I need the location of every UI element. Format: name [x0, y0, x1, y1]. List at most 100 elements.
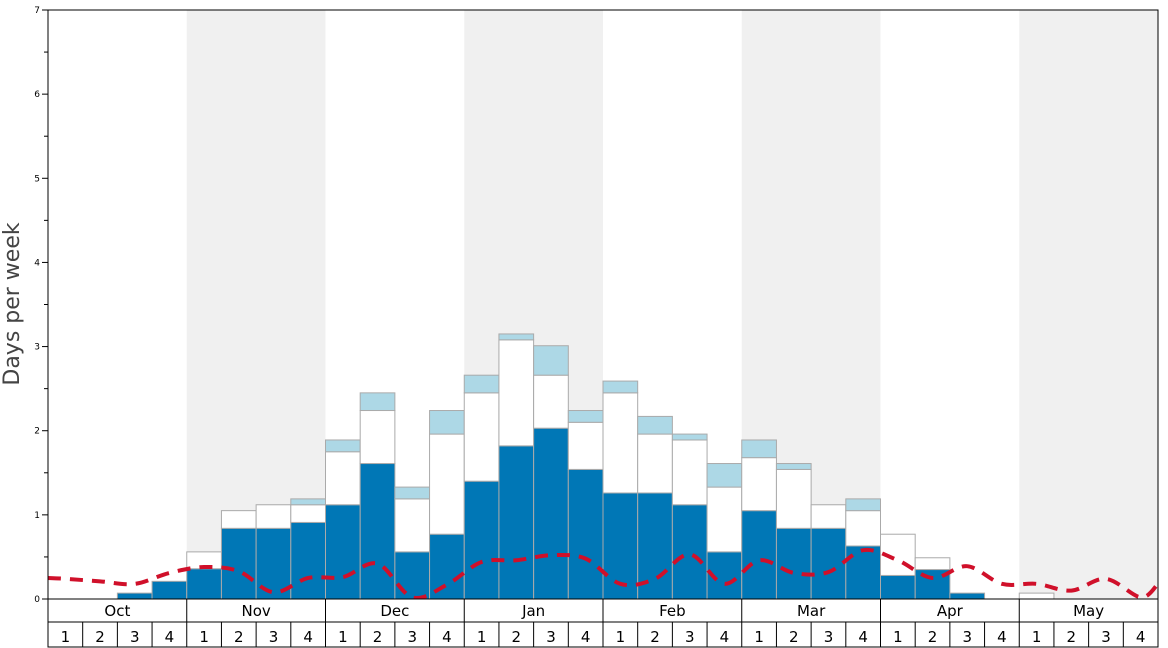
bar-bottom-21 — [741, 510, 777, 600]
week-label: 3 — [130, 628, 140, 646]
week-label: 4 — [858, 628, 868, 646]
bar-bottom-25 — [880, 574, 916, 600]
week-label: 1 — [616, 628, 626, 646]
month-bands — [186, 10, 1158, 599]
month-label-mar: Mar — [797, 602, 826, 620]
month-label-may: May — [1073, 602, 1104, 620]
bar-middle-12 — [429, 433, 465, 535]
bar-middle-8 — [290, 504, 326, 523]
bar-middle-17 — [602, 392, 639, 494]
bar-middle-24 — [845, 510, 881, 547]
y-tick-label: 7 — [34, 6, 40, 16]
y-tick-label: 6 — [34, 90, 40, 100]
week-label: 4 — [581, 628, 591, 646]
bar-top-20 — [706, 463, 743, 488]
week-label: 2 — [95, 628, 105, 646]
bar-bottom-14 — [498, 445, 535, 600]
week-label: 1 — [893, 628, 903, 646]
bar-bottom-27 — [949, 592, 986, 600]
week-label: 4 — [165, 628, 175, 646]
bar-middle-22 — [775, 468, 812, 529]
week-label: 2 — [373, 628, 383, 646]
week-label: 3 — [962, 628, 972, 646]
bar-bottom-13 — [463, 480, 500, 600]
bar-bottom-19 — [671, 504, 708, 600]
bar-top-15 — [533, 345, 569, 376]
y-tick-label: 2 — [34, 427, 40, 437]
bar-bottom-12 — [429, 533, 465, 600]
bar-middle-29 — [1018, 592, 1055, 600]
bar-bottom-8 — [290, 521, 326, 600]
bar-middle-15 — [533, 374, 569, 429]
bar-top-22 — [775, 463, 812, 470]
week-label: 2 — [512, 628, 522, 646]
bar-top-12 — [429, 410, 465, 435]
month-label-feb: Feb — [659, 602, 686, 620]
week-label: 3 — [824, 628, 834, 646]
bar-middle-18 — [637, 433, 673, 494]
month-label-jan: Jan — [521, 602, 545, 620]
bar-middle-26 — [914, 557, 951, 571]
week-label: 4 — [442, 628, 452, 646]
bar-middle-16 — [567, 421, 604, 470]
week-label: 3 — [269, 628, 279, 646]
week-label: 4 — [1136, 628, 1146, 646]
week-label: 2 — [234, 628, 244, 646]
week-label: 2 — [650, 628, 660, 646]
bar-bottom-5 — [186, 568, 222, 600]
y-tick-label: 1 — [34, 511, 40, 521]
bar-middle-21 — [741, 457, 777, 512]
week-label: 3 — [407, 628, 417, 646]
bar-middle-6 — [220, 510, 257, 529]
bar-middle-13 — [463, 392, 500, 482]
bar-top-10 — [359, 392, 396, 412]
week-label: 1 — [61, 628, 71, 646]
week-label: 1 — [338, 628, 348, 646]
week-label: 2 — [1067, 628, 1077, 646]
y-axis: 0 1 2 3 4 5 6 7 — [34, 6, 48, 605]
y-axis-label: Days per week — [0, 222, 25, 385]
bar-top-16 — [567, 410, 604, 423]
week-label: 3 — [1101, 628, 1111, 646]
bar-middle-7 — [255, 504, 292, 529]
week-label: 2 — [789, 628, 799, 646]
stacked-bars — [116, 333, 1055, 600]
bar-top-18 — [637, 415, 673, 435]
week-label: 1 — [1032, 628, 1042, 646]
trend-line — [47, 547, 1160, 601]
x-axis: Oct 1 2 3 4 Nov 1 2 3 4 Dec 1 2 3 4 Jan 1 2 3 4 Feb 1 2 3 4 Mar 1 2… — [47, 598, 1159, 648]
bar-bottom-4 — [151, 580, 188, 600]
week-label: 1 — [477, 628, 487, 646]
bar-bottom-3 — [116, 592, 153, 600]
bar-middle-19 — [671, 439, 708, 506]
y-tick-label: 5 — [34, 174, 40, 184]
bar-top-24 — [845, 498, 881, 512]
bar-bottom-6 — [220, 527, 257, 600]
y-tick-label: 3 — [34, 343, 40, 353]
bar-middle-11 — [394, 498, 431, 553]
week-label: 4 — [720, 628, 730, 646]
bar-bottom-23 — [810, 527, 847, 600]
bar-top-14 — [498, 333, 535, 341]
bar-bottom-16 — [567, 468, 604, 600]
bar-bottom-15 — [533, 427, 569, 600]
bar-top-11 — [394, 486, 431, 500]
bar-middle-23 — [810, 504, 847, 529]
bar-middle-14 — [498, 339, 535, 447]
bar-bottom-11 — [394, 551, 431, 600]
y-tick-label: 0 — [34, 595, 40, 605]
trend-line-layer — [47, 547, 1160, 601]
bar-middle-10 — [359, 410, 396, 465]
bar-top-9 — [325, 439, 361, 453]
week-label: 3 — [546, 628, 556, 646]
y-tick-label: 4 — [34, 258, 40, 268]
month-label-apr: Apr — [937, 602, 964, 620]
bar-bottom-10 — [359, 463, 396, 600]
month-band-may — [1019, 10, 1158, 599]
week-label: 2 — [928, 628, 938, 646]
bar-middle-9 — [325, 451, 361, 506]
bar-top-17 — [602, 380, 639, 394]
month-label-oct: Oct — [104, 602, 130, 620]
bar-middle-20 — [706, 486, 743, 553]
